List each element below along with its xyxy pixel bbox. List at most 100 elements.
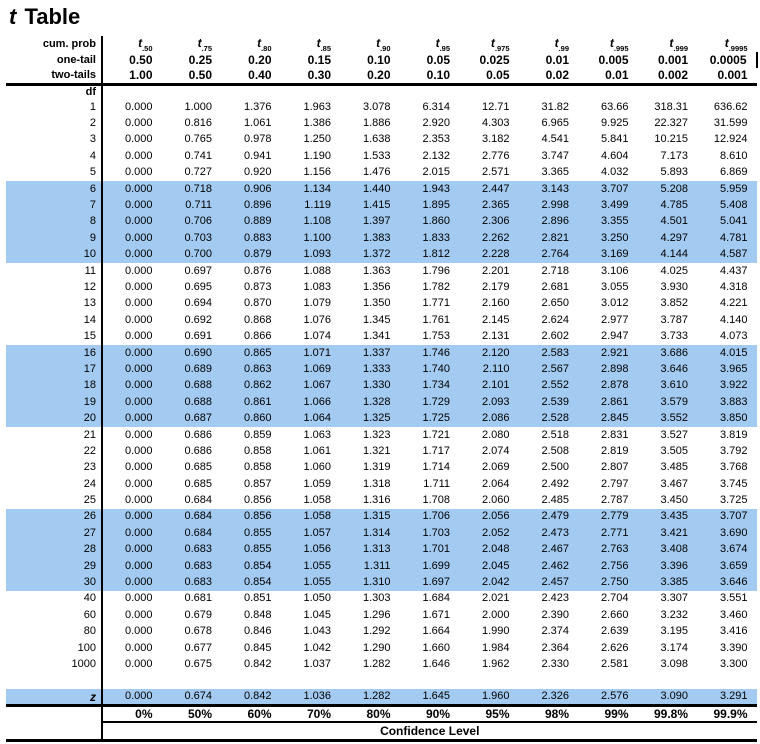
t-value-cell: 4.303 [481, 117, 510, 130]
t-value-cell: 3.250 [578, 230, 638, 247]
two-tails-value: 0.02 [518, 68, 578, 86]
t-value-cell: 31.82 [541, 100, 569, 113]
t-value-cell: 3.792 [719, 444, 748, 457]
table-row-df-2: 2 0.000 0.816 1.061 1.386 1.886 2.920 4.303 6.96… [6, 115, 757, 132]
t-value-cell: 1.341 [362, 330, 391, 343]
t-value-cell: 8.610 [719, 149, 748, 162]
t-value-cell: 3.686 [637, 344, 697, 362]
df-header-spacer [102, 84, 757, 99]
df-value: 40 [6, 590, 103, 608]
title-t: t [9, 4, 17, 29]
t-value-cell: 0.000 [102, 410, 162, 427]
one-tail-value: 0.0005 [697, 52, 758, 68]
t-value-cell: 2.353 [422, 133, 450, 146]
t-value-cell: 0.000 [124, 592, 153, 605]
confidence-values-row: 0% 50% 60% 70% 80% 90% 95% 98% 99% 99.8% 99.9% [6, 705, 757, 724]
t-value-cell: 31.599 [713, 117, 748, 130]
t-value-cell: 0.000 [124, 657, 153, 670]
t-value-cell: 0.846 [243, 625, 272, 638]
two-tails-value: 0.01 [578, 68, 638, 86]
t-value-cell: 22.327 [654, 117, 688, 130]
t-value-cell: 0.000 [124, 477, 153, 490]
t-column-header: t.75 [197, 35, 212, 53]
t-value-cell: 2.508 [541, 444, 569, 457]
df-value: 17 [6, 361, 103, 378]
t-value-cell: 1.372 [340, 246, 400, 263]
t-value-cell: 1.063 [303, 428, 331, 441]
df-value: 26 [6, 508, 103, 526]
table-row-df-17: 17 0.000 0.689 0.863 1.069 1.333 1.740 2.110 2.5… [6, 361, 757, 378]
df-value: 25 [6, 492, 103, 509]
df-label: df [6, 84, 103, 99]
t-value-cell: 3.106 [600, 264, 629, 277]
t-value-cell: 3.307 [660, 592, 688, 605]
confidence-value: 99.9% [697, 705, 757, 724]
t-value-cell: 2.086 [459, 410, 519, 427]
t-value-cell: 2.528 [518, 410, 578, 427]
t-value-cell: 1.860 [399, 213, 459, 231]
t-value-cell: 2.539 [518, 394, 578, 411]
t-value-cell: 0.689 [161, 361, 221, 378]
t-value-cell: 3.646 [697, 574, 757, 591]
t-value-cell: 4.501 [637, 213, 697, 231]
t-value-cell: 2.681 [541, 280, 569, 293]
t-value-cell: 1.100 [280, 230, 340, 247]
t-value-cell: 1.782 [422, 280, 450, 293]
t-value-cell: 3.143 [518, 180, 578, 198]
t-value-cell: 12.71 [481, 100, 510, 113]
t-value-cell: 2.492 [541, 477, 569, 490]
t-value-cell: 2.473 [518, 525, 578, 542]
t-value-cell: 2.462 [518, 557, 578, 575]
t-value-cell: 1.042 [303, 641, 331, 654]
t-value-cell: 3.355 [578, 213, 638, 231]
t-value-cell: 0.855 [221, 525, 281, 542]
t-value-cell: 3.232 [660, 608, 688, 621]
df-value: 12 [6, 279, 103, 296]
t-value-cell: 2.650 [541, 297, 569, 310]
t-value-cell: 0.000 [124, 149, 153, 162]
table-row-df-24: 24 0.000 0.685 0.857 1.059 1.318 1.711 2.064 2.4… [6, 475, 757, 493]
t-value-cell: 2.977 [600, 313, 629, 326]
t-value-cell: 1.664 [422, 625, 450, 638]
two-tails-value: 0.50 [161, 68, 221, 86]
cum-prob-label: cum. prob [6, 36, 103, 52]
t-value-cell: 2.330 [541, 657, 569, 670]
t-value-cell: 3.485 [660, 461, 688, 474]
t-value-cell: 2.602 [541, 330, 569, 343]
t-value-cell: 0.865 [221, 344, 281, 362]
df-value: 23 [6, 459, 103, 476]
t-value-cell: 0.000 [124, 280, 153, 293]
t-value-cell: 0.816 [184, 117, 212, 130]
table-row-df-6: 6 0.000 0.718 0.906 1.134 1.440 1.943 2.447 3.14… [6, 180, 757, 198]
t-value-cell: 1.296 [362, 608, 391, 621]
t-value-cell: 0.906 [221, 180, 281, 198]
t-value-cell: 0.687 [161, 410, 221, 427]
t-value-cell: 1.315 [340, 508, 400, 526]
t-value-cell: 1.671 [422, 608, 450, 621]
t-value-cell: 5.841 [600, 133, 629, 146]
t-value-cell: 1.333 [340, 361, 400, 378]
t-value-cell: 2.364 [541, 641, 569, 654]
t-value-cell: 3.396 [637, 557, 697, 575]
t-value-cell: 0.679 [184, 608, 212, 621]
t-value-cell: 2.878 [578, 377, 638, 395]
t-value-cell: 1.290 [362, 641, 391, 654]
t-value-cell: 0.686 [184, 444, 212, 457]
t-value-cell: 0.000 [102, 180, 162, 198]
confidence-label-row: Confidence Level [6, 722, 757, 742]
t-value-cell: 0.675 [184, 657, 212, 670]
t-value-cell: 1.292 [362, 625, 391, 638]
t-value-cell: 1.397 [340, 213, 400, 231]
confidence-row-label-spacer [6, 705, 103, 723]
t-value-cell: 2.048 [459, 541, 519, 558]
confidence-value: 90% [399, 705, 459, 724]
t-value-cell: 0.868 [243, 313, 272, 326]
table-row-df-20: 20 0.000 0.687 0.860 1.064 1.325 1.725 2.086 2.5… [6, 410, 757, 427]
t-value-cell: 0.879 [221, 246, 281, 263]
t-value-cell: 0.848 [243, 608, 272, 621]
t-value-cell: 0.000 [124, 117, 153, 130]
df-value: 5 [6, 164, 103, 181]
df-value: 13 [6, 295, 103, 313]
table-row-df-4: 4 0.000 0.741 0.941 1.190 1.533 2.132 2.776 3.74… [6, 148, 757, 165]
t-value-cell: 1.646 [422, 657, 450, 670]
